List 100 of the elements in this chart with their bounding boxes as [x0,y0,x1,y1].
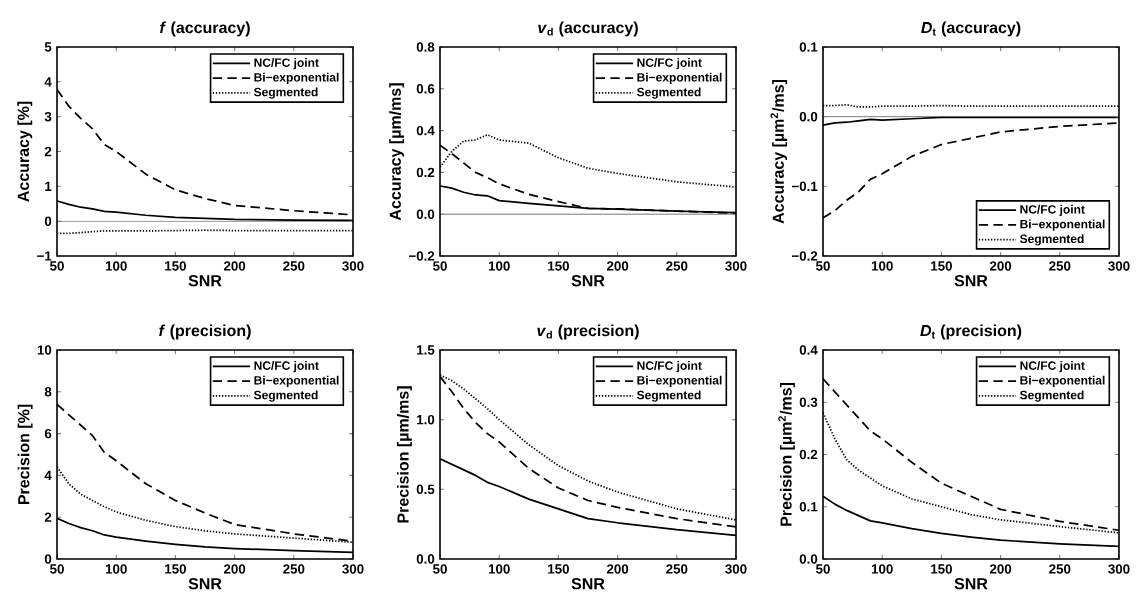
legend-label: Segmented [1019,390,1084,402]
x-axis-title: SNR [188,275,222,287]
legend-label: Bi−exponential [254,72,339,84]
y-tick-label: 0.1 [799,502,818,512]
y-tick-label: −0.2 [408,251,435,261]
chart-title: D$_{t}$ (precision) [920,324,1022,340]
y-tick-label: 5 [44,42,52,52]
x-axis-title: SNR [571,275,605,287]
y-tick-label: 0.2 [416,167,435,178]
x-tick-label: 100 [871,261,893,271]
y-tick-label: 0 [44,216,52,226]
x-tick-label: 300 [725,564,747,574]
y-tick-label: −0.2 [791,251,818,261]
y-tick-label: 0.0 [416,209,435,219]
legend-label: Bi−exponential [1020,375,1105,387]
y-tick-label: 3 [44,111,52,122]
x-tick-label: 200 [989,564,1012,574]
x-tick-label: 100 [105,564,127,574]
legend-label: Segmented [253,390,318,402]
x-tick-label: 100 [871,564,893,574]
x-tick-label: 300 [342,261,364,271]
x-tick-label: 200 [223,261,246,271]
y-tick-label: 0.0 [799,111,818,122]
y-tick-label: 2 [44,512,52,522]
y-tick-label: 0.1 [799,42,818,52]
x-tick-label: 50 [50,261,64,271]
legend-label: NC/FC joint [637,361,702,373]
x-tick-label: 150 [165,564,186,574]
x-tick-label: 300 [1108,261,1130,271]
legend-label: NC/FC joint [1020,204,1085,217]
x-tick-label: 250 [1049,261,1071,271]
x-tick-label: 300 [1108,564,1130,574]
y-tick-label: 0.6 [416,84,435,94]
x-axis-title: SNR [571,578,605,590]
legend-label: NC/FC joint [254,58,319,70]
x-tick-label: 300 [725,261,747,271]
y-tick-label: 6 [44,428,52,439]
x-tick-label: 250 [666,261,688,271]
x-tick-label: 100 [488,564,510,574]
y-tick-label: 8 [44,387,52,397]
x-tick-label: 250 [1049,564,1071,574]
legend-label: NC/FC joint [254,361,319,373]
legend-label: Segmented [636,87,701,99]
x-tick-label: 200 [223,564,246,574]
x-tick-label: 150 [931,261,952,271]
y-axis-title: Accuracy [µm/ms] [389,83,405,221]
x-tick-label: 300 [342,564,364,574]
legend-label: Segmented [253,87,318,99]
y-tick-label: 0.8 [416,42,435,52]
y-tick-label: 0.2 [799,449,818,460]
y-tick-label: 10 [37,345,52,355]
x-tick-label: 50 [433,564,447,574]
chart-title: f (accuracy) [160,21,250,37]
x-tick-label: 150 [165,261,186,271]
x-axis-title: SNR [954,275,988,287]
legend-label: Bi−exponential [637,375,722,387]
chart-title: v$_{d}$ (precision) [537,324,639,340]
y-axis-title: Precision [µm$^{2}$/ms] [778,383,795,526]
legend-label: NC/FC joint [637,58,702,70]
y-tick-label: −1 [37,251,52,261]
y-tick-label: 0.0 [416,554,435,564]
chart-title: D$_{t}$ (accuracy) [921,21,1021,37]
y-tick-label: 0.5 [416,484,435,495]
x-tick-label: 200 [989,261,1012,271]
x-tick-label: 100 [488,261,510,271]
x-tick-label: 250 [666,564,688,574]
x-tick-label: 200 [606,564,629,574]
chart-title: v$_{d}$ (accuracy) [538,21,638,37]
x-axis-title: SNR [954,578,988,590]
legend-label: Segmented [636,390,701,402]
legend-label: Segmented [1019,234,1084,246]
y-tick-label: 4 [44,77,52,87]
x-tick-label: 50 [816,261,830,271]
x-tick-label: 150 [548,564,569,574]
chart-title: f (precision) [159,324,251,340]
y-tick-label: 4 [44,470,52,480]
legend-label: NC/FC joint [1020,361,1085,373]
y-tick-label: 0 [44,554,52,564]
y-axis-title: Accuracy [µm$^{2}$/ms] [770,80,788,224]
y-tick-label: 0.4 [416,125,435,136]
legend-label: Bi−exponential [1020,219,1105,231]
y-axis-title: Precision [µm/ms] [396,386,412,523]
y-tick-label: 0.0 [799,554,818,564]
x-tick-label: 50 [433,261,447,271]
x-tick-label: 250 [283,564,305,574]
y-axis-title: Precision [%] [17,404,33,505]
x-tick-label: 150 [548,261,569,271]
y-tick-label: 1 [45,181,52,191]
x-tick-label: 50 [50,564,64,574]
y-tick-label: −0.1 [791,181,818,192]
y-tick-label: 1.5 [417,345,435,355]
x-tick-label: 150 [931,564,952,574]
y-tick-label: 1.0 [417,414,435,425]
y-axis-title: Accuracy [%] [17,101,33,202]
y-tick-label: 0.4 [799,345,818,355]
legend-label: Bi−exponential [637,72,722,84]
x-tick-label: 250 [283,261,305,271]
x-tick-label: 50 [816,564,830,574]
y-tick-label: 0.3 [799,397,818,407]
x-tick-label: 100 [105,261,127,271]
